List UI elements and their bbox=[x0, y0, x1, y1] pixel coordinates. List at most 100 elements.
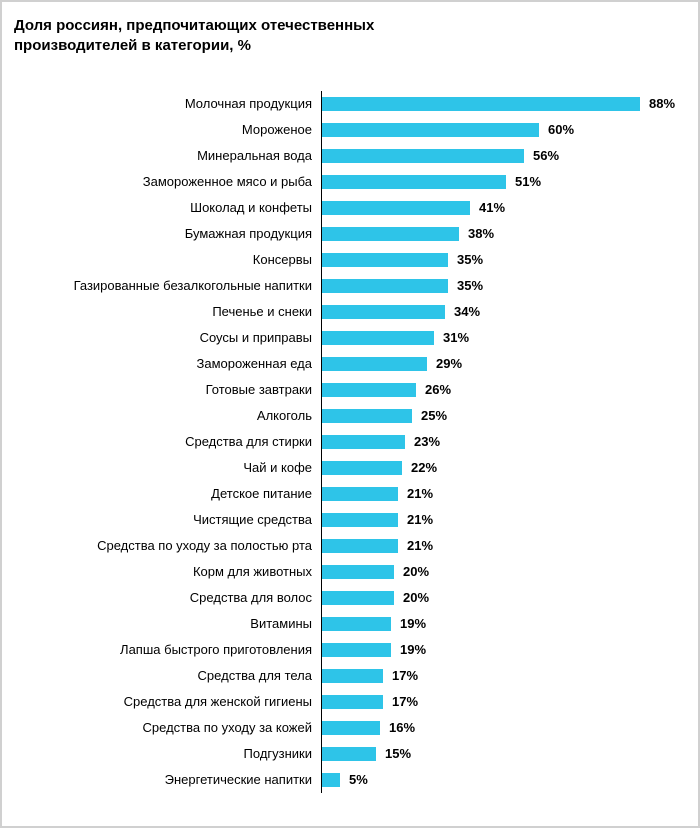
chart-row: Средства по уходу за кожей 16% bbox=[12, 714, 688, 741]
value-label: 60% bbox=[548, 122, 575, 137]
value-label: 20% bbox=[403, 564, 430, 579]
chart-row: Лапша быстрого приготовления 19% bbox=[12, 636, 688, 663]
category-label: Минеральная вода bbox=[197, 148, 312, 163]
category-label: Энергетические напитки bbox=[164, 772, 312, 787]
bar-area: 21% bbox=[321, 480, 688, 507]
value-label: 35% bbox=[457, 278, 484, 293]
value-label: 17% bbox=[392, 694, 419, 709]
value-label: 23% bbox=[414, 434, 441, 449]
chart-rows: Молочная продукция 88% Мороженое 60% Минерал… bbox=[12, 90, 688, 793]
category-label: Бумажная продукция bbox=[184, 226, 312, 241]
value-label: 22% bbox=[411, 460, 438, 475]
category-label: Замороженная еда bbox=[196, 356, 313, 371]
bar bbox=[322, 252, 448, 267]
chart-row: Соусы и приправы 31% bbox=[12, 324, 688, 351]
bar bbox=[322, 746, 376, 761]
bar-area: 19% bbox=[321, 636, 688, 663]
bar bbox=[322, 538, 398, 553]
bar bbox=[322, 148, 524, 163]
chart-row: Средства для волос 20% bbox=[12, 584, 688, 611]
chart-row: Алкоголь 25% bbox=[12, 402, 688, 429]
bar bbox=[322, 564, 394, 579]
bar bbox=[322, 512, 398, 527]
chart-row: Минеральная вода 56% bbox=[12, 142, 688, 169]
value-label: 17% bbox=[392, 668, 419, 683]
bar bbox=[322, 616, 391, 631]
category-label: Средства для женской гигиены bbox=[123, 694, 312, 709]
value-label: 31% bbox=[443, 330, 470, 345]
chart-row: Печенье и снеки 34% bbox=[12, 298, 688, 325]
chart-row: Корм для животных 20% bbox=[12, 558, 688, 585]
bar bbox=[322, 590, 394, 605]
chart-row: Витамины 19% bbox=[12, 610, 688, 637]
bar-area: 16% bbox=[321, 714, 688, 741]
chart-row: Шоколад и конфеты 41% bbox=[12, 194, 688, 221]
bar bbox=[322, 668, 383, 683]
bar-area: 21% bbox=[321, 506, 688, 533]
bar-area: 20% bbox=[321, 558, 688, 585]
chart-row: Средства для тела 17% bbox=[12, 662, 688, 689]
bar-area: 15% bbox=[321, 740, 688, 767]
bar bbox=[322, 486, 398, 501]
bar-area: 88% bbox=[321, 90, 688, 117]
bar bbox=[322, 460, 402, 475]
category-label: Алкоголь bbox=[256, 408, 312, 423]
chart-row: Средства по уходу за полостью рта 21% bbox=[12, 532, 688, 559]
value-label: 19% bbox=[400, 642, 427, 657]
bar-area: 60% bbox=[321, 116, 688, 143]
bar bbox=[322, 408, 412, 423]
chart-row: Молочная продукция 88% bbox=[12, 90, 688, 117]
bar bbox=[322, 330, 434, 345]
chart-row: Чистящие средства 21% bbox=[12, 506, 688, 533]
category-label: Детское питание bbox=[211, 486, 312, 501]
bar-area: 38% bbox=[321, 220, 688, 247]
value-label: 25% bbox=[421, 408, 448, 423]
bar-area: 29% bbox=[321, 350, 688, 377]
category-label: Газированные безалкогольные напитки bbox=[73, 278, 312, 293]
bar bbox=[322, 434, 405, 449]
value-label: 5% bbox=[349, 772, 368, 787]
value-label: 34% bbox=[454, 304, 481, 319]
chart-row: Замороженное мясо и рыба 51% bbox=[12, 168, 688, 195]
bar-area: 31% bbox=[321, 324, 688, 351]
value-label: 21% bbox=[407, 538, 434, 553]
bar-area: 26% bbox=[321, 376, 688, 403]
bar bbox=[322, 772, 340, 787]
chart-row: Замороженная еда 29% bbox=[12, 350, 688, 377]
category-label: Средства для стирки bbox=[185, 434, 312, 449]
bar bbox=[322, 694, 383, 709]
chart-row: Газированные безалкогольные напитки 35% bbox=[12, 272, 688, 299]
category-label: Чай и кофе bbox=[243, 460, 312, 475]
bar bbox=[322, 382, 416, 397]
value-label: 88% bbox=[649, 96, 676, 111]
chart-row: Чай и кофе 22% bbox=[12, 454, 688, 481]
bar-area: 34% bbox=[321, 298, 688, 325]
chart-row: Средства для женской гигиены 17% bbox=[12, 688, 688, 715]
category-label: Средства по уходу за кожей bbox=[142, 720, 313, 735]
bar-area: 25% bbox=[321, 402, 688, 429]
category-label: Подгузники bbox=[243, 746, 312, 761]
category-label: Средства для тела bbox=[197, 668, 312, 683]
bar bbox=[322, 278, 448, 293]
value-label: 35% bbox=[457, 252, 484, 267]
category-label: Корм для животных bbox=[192, 564, 312, 579]
chart-row: Подгузники 15% bbox=[12, 740, 688, 767]
category-label: Шоколад и конфеты bbox=[190, 200, 312, 215]
bar bbox=[322, 174, 506, 189]
chart-row: Мороженое 60% bbox=[12, 116, 688, 143]
bar bbox=[322, 122, 539, 137]
chart-title: Доля россиян, предпочитающих отечественн… bbox=[14, 17, 375, 55]
value-label: 38% bbox=[468, 226, 495, 241]
category-label: Печенье и снеки bbox=[212, 304, 312, 319]
category-label: Замороженное мясо и рыба bbox=[142, 174, 312, 189]
bar-area: 51% bbox=[321, 168, 688, 195]
value-label: 51% bbox=[515, 174, 542, 189]
value-label: 19% bbox=[400, 616, 427, 631]
value-label: 21% bbox=[407, 512, 434, 527]
chart-row: Бумажная продукция 38% bbox=[12, 220, 688, 247]
chart-row: Готовые завтраки 26% bbox=[12, 376, 688, 403]
value-label: 41% bbox=[479, 200, 506, 215]
bar-area: 41% bbox=[321, 194, 688, 221]
bar bbox=[322, 356, 427, 371]
value-label: 15% bbox=[385, 746, 412, 761]
